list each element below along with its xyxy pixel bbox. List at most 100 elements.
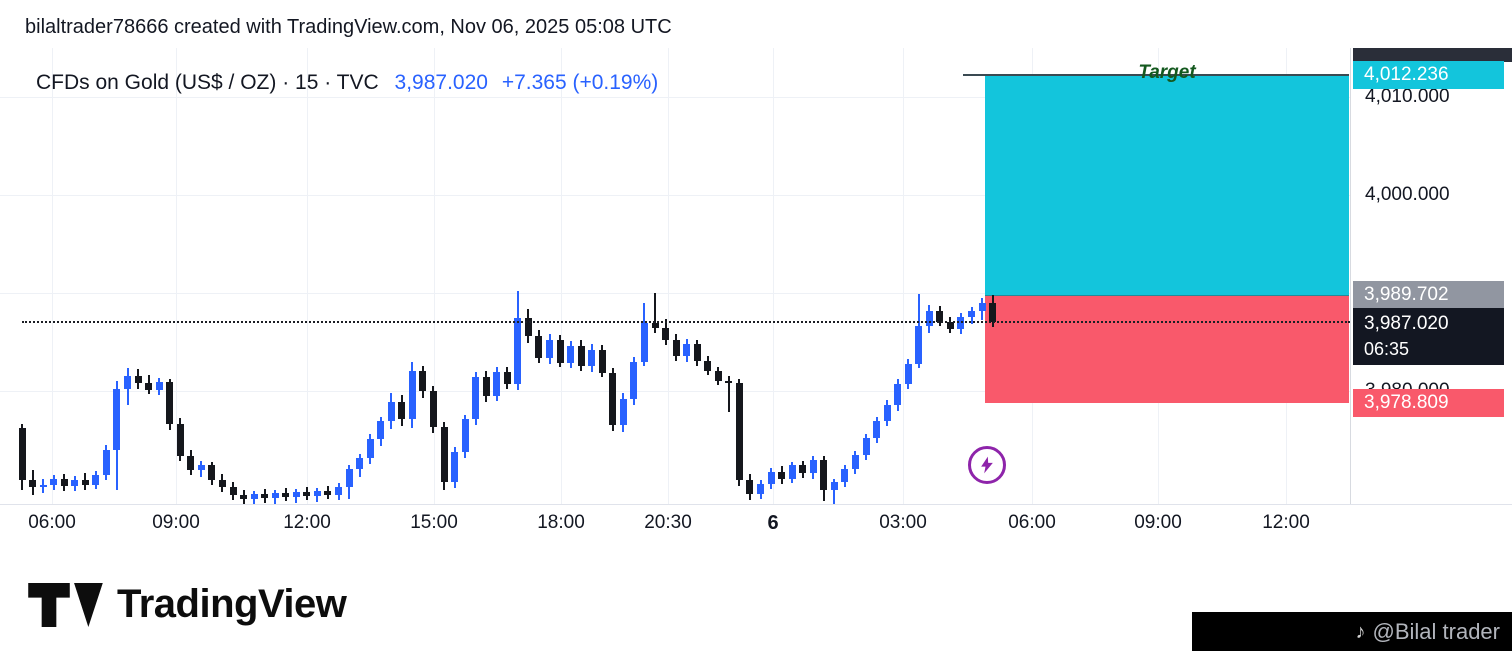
symbol-header: CFDs on Gold (US$ / OZ) · 15 · TVC 3,987… bbox=[36, 71, 666, 95]
candle-body bbox=[218, 480, 226, 488]
candle-body bbox=[408, 371, 416, 420]
last-price: 3,987.020 bbox=[394, 71, 488, 94]
candle-body bbox=[820, 459, 828, 490]
candle-body bbox=[187, 455, 195, 471]
candle-body bbox=[250, 493, 258, 499]
price-change: +7.365 (+0.19%) bbox=[501, 71, 659, 94]
position-stop-zone[interactable] bbox=[985, 295, 1349, 403]
v-gridline bbox=[176, 48, 177, 504]
candle-body bbox=[830, 482, 838, 490]
candle-body bbox=[429, 391, 437, 428]
target-price-label[interactable]: 4,012.236 bbox=[1353, 61, 1504, 90]
time-label: 06:00 bbox=[28, 512, 76, 533]
candle-body bbox=[894, 384, 902, 405]
watermark-bar: ♪ @Bilal trader bbox=[1192, 612, 1512, 651]
candle-body bbox=[271, 492, 279, 498]
candle-body bbox=[735, 383, 743, 481]
candle-body bbox=[609, 373, 617, 426]
candle-body bbox=[567, 345, 575, 363]
lightning-icon bbox=[981, 456, 993, 474]
entry-price-label[interactable]: 3,989.702 bbox=[1353, 280, 1504, 309]
candle-body bbox=[672, 340, 680, 356]
time-label: 6 bbox=[767, 512, 779, 534]
candle-body bbox=[71, 480, 79, 487]
candle-body bbox=[29, 480, 37, 488]
candle-body bbox=[176, 424, 184, 456]
candle-body bbox=[619, 398, 627, 426]
time-label: 20:30 bbox=[644, 512, 692, 533]
candle-body bbox=[303, 491, 311, 496]
tradingview-logo-text: TradingView bbox=[117, 582, 347, 626]
candle-body bbox=[50, 479, 58, 486]
candle-wick bbox=[654, 293, 656, 334]
position-entry-line[interactable] bbox=[985, 295, 1349, 297]
candle-body bbox=[208, 465, 216, 481]
h-gridline bbox=[0, 97, 1350, 98]
symbol-title[interactable]: CFDs on Gold (US$ / OZ) · 15 · TVC bbox=[36, 71, 379, 94]
y-axis-tick: 4,010.000 bbox=[1365, 86, 1450, 107]
chart-canvas[interactable]: Target bbox=[0, 48, 1350, 504]
time-label: 12:00 bbox=[1262, 512, 1310, 533]
position-target-line[interactable] bbox=[963, 74, 1349, 77]
candle-body bbox=[978, 302, 986, 311]
candle-body bbox=[440, 427, 448, 483]
tradingview-branding: TradingView bbox=[28, 582, 347, 627]
candle-body bbox=[693, 343, 701, 361]
v-gridline bbox=[307, 48, 308, 504]
v-gridline bbox=[773, 48, 774, 504]
candle-body bbox=[134, 376, 142, 384]
candle-body bbox=[419, 371, 427, 391]
candle-body bbox=[925, 310, 933, 327]
candle-body bbox=[577, 345, 585, 367]
candle-body bbox=[535, 336, 543, 358]
candle-body bbox=[113, 389, 121, 450]
candle-body bbox=[746, 480, 754, 494]
h-gridline bbox=[0, 391, 1350, 392]
candle-body bbox=[345, 469, 353, 488]
candle-body bbox=[229, 487, 237, 495]
candle-body bbox=[240, 494, 248, 499]
attribution-text: bilaltrader78666 created with TradingVie… bbox=[25, 16, 672, 38]
candle-body bbox=[81, 480, 89, 486]
time-label: 06:00 bbox=[1008, 512, 1056, 533]
h-gridline bbox=[0, 293, 1350, 294]
candle-body bbox=[598, 349, 606, 374]
lightning-drawing[interactable] bbox=[968, 446, 1006, 484]
candlestick-layer bbox=[0, 48, 1350, 504]
candle-body bbox=[704, 360, 712, 372]
stop-price-label[interactable]: 3,978.809 bbox=[1353, 388, 1504, 417]
candle-body bbox=[936, 310, 944, 323]
candle-body bbox=[968, 310, 975, 317]
time-label: 03:00 bbox=[879, 512, 927, 533]
candle-body bbox=[767, 472, 775, 485]
candle-body bbox=[366, 439, 374, 458]
candle-body bbox=[92, 475, 100, 486]
tradingview-logo-icon bbox=[28, 582, 103, 627]
v-gridline bbox=[52, 48, 53, 504]
candle-body bbox=[904, 363, 912, 385]
candle-body bbox=[788, 465, 796, 480]
v-gridline bbox=[903, 48, 904, 504]
candle-body bbox=[630, 361, 638, 399]
candle-wick bbox=[727, 376, 730, 412]
candle-body bbox=[124, 376, 131, 390]
candle-body bbox=[989, 302, 997, 323]
candle-body bbox=[841, 469, 849, 483]
time-axis[interactable]: 06:00 09:00 12:00 15:00 18:00 20:30 6 03:00 06:0… bbox=[0, 504, 1512, 544]
candle-body bbox=[873, 421, 881, 439]
position-target-zone[interactable] bbox=[985, 75, 1349, 296]
candle-body bbox=[546, 340, 553, 358]
price-scale[interactable]: 4,012.236 3,989.702 3,987.020 06:35 3,97… bbox=[1350, 48, 1512, 504]
candle-body bbox=[662, 328, 670, 341]
candle-body bbox=[398, 401, 406, 420]
candle-body bbox=[482, 377, 490, 396]
candle-body bbox=[282, 492, 290, 497]
candle-body bbox=[472, 377, 480, 420]
candle-body bbox=[946, 322, 954, 330]
candle-body bbox=[862, 438, 870, 455]
time-label: 09:00 bbox=[152, 512, 200, 533]
candle-body bbox=[324, 490, 332, 495]
candle-body bbox=[197, 465, 205, 471]
h-gridline bbox=[0, 195, 1350, 196]
candle-body bbox=[588, 349, 596, 367]
